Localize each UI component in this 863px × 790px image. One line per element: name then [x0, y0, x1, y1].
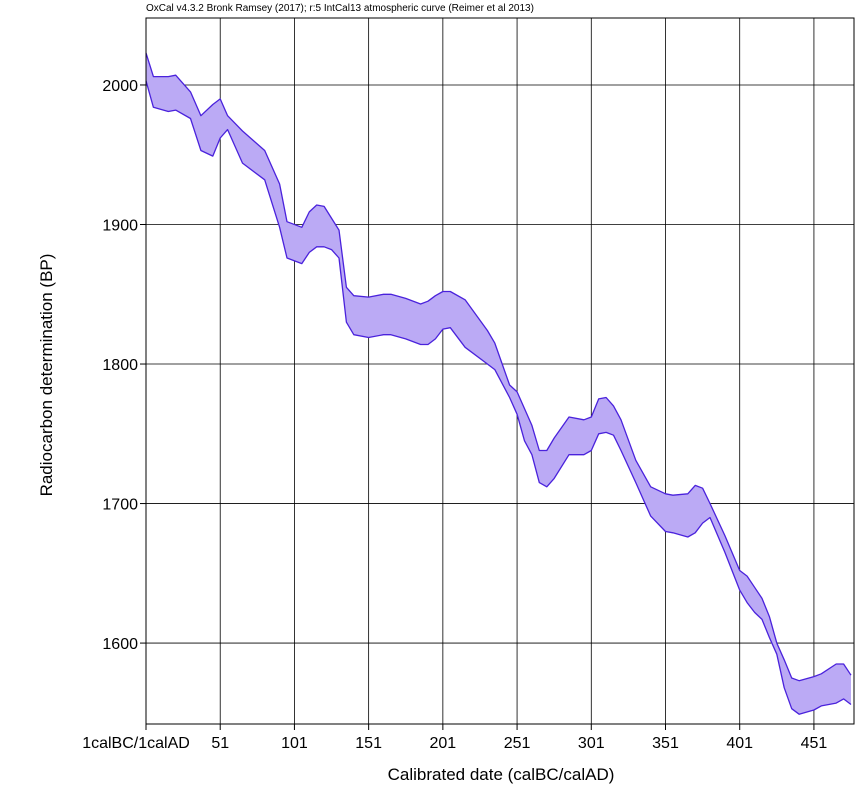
x-tick-label: 251: [504, 735, 531, 752]
y-axis-label: Radiocarbon determination (BP): [37, 253, 56, 497]
x-tick-label: 101: [281, 735, 308, 752]
y-tick-label: 2000: [102, 78, 138, 95]
axis-ticks: 1calBC/1calAD 51 101 151 201 251 301 351 401 451 1…: [82, 78, 827, 752]
x-tick-label: 351: [652, 735, 679, 752]
x-tick-label: 51: [211, 735, 229, 752]
x-tick-label: 301: [578, 735, 605, 752]
y-tick-label: 1600: [102, 636, 138, 653]
lower-curve-line: [145, 80, 852, 715]
plot-frame: [145, 17, 855, 725]
upper-curve-line: [145, 52, 852, 682]
x-axis-label: Calibrated date (calBC/calAD): [387, 765, 615, 784]
y-tick-label: 1700: [102, 497, 138, 514]
band-fill: [146, 52, 851, 715]
x-tick-label: 151: [355, 735, 382, 752]
chart-credit: OxCal v4.3.2 Bronk Ramsey (2017); r:5 In…: [146, 3, 534, 14]
x-tick-label: 401: [726, 735, 753, 752]
x-tick-label: 1calBC/1calAD: [82, 735, 190, 752]
y-tick-label: 1800: [102, 357, 138, 374]
y-tick-label: 1900: [102, 217, 138, 234]
x-tick-label: 451: [801, 735, 828, 752]
grid-lines: [146, 18, 854, 724]
calibration-band: [145, 52, 852, 715]
x-tick-label: 201: [430, 735, 457, 752]
